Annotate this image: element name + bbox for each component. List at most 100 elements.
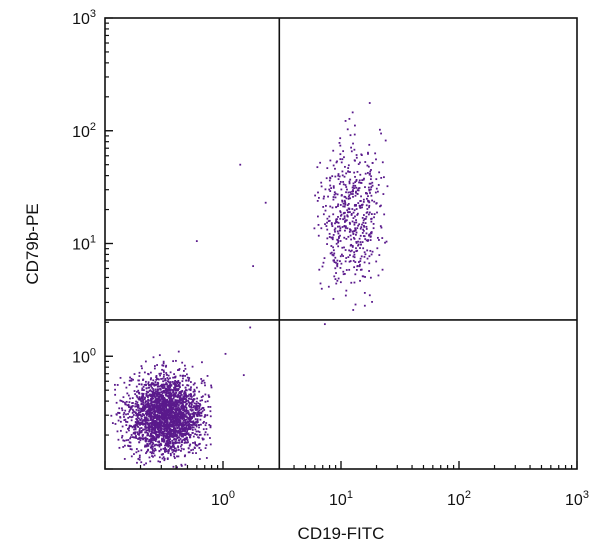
data-point: [195, 413, 198, 416]
data-point: [196, 408, 199, 411]
data-point: [371, 199, 374, 202]
data-point: [164, 393, 167, 396]
data-point: [170, 446, 172, 449]
data-point: [148, 425, 151, 427]
data-point: [373, 216, 375, 219]
data-point: [173, 446, 175, 448]
data-point: [157, 411, 159, 414]
data-point: [183, 370, 185, 372]
data-point: [331, 225, 334, 228]
data-point: [165, 373, 168, 376]
data-point: [332, 234, 335, 236]
data-point: [341, 199, 344, 202]
data-point: [337, 205, 339, 207]
data-point: [192, 399, 195, 402]
data-point: [185, 432, 188, 435]
data-point: [169, 430, 172, 433]
data-point: [376, 247, 379, 250]
data-point: [193, 390, 196, 393]
data-point: [174, 389, 177, 392]
data-point: [363, 251, 366, 254]
data-point: [346, 215, 349, 218]
data-point: [130, 448, 133, 451]
data-point: [385, 240, 388, 243]
data-point: [179, 411, 182, 414]
data-point: [154, 420, 157, 422]
data-point: [148, 423, 151, 426]
data-point: [347, 191, 350, 194]
data-point: [165, 364, 168, 367]
data-point: [158, 411, 161, 414]
data-point: [119, 429, 122, 432]
data-point: [365, 232, 368, 235]
data-point: [147, 423, 149, 426]
data-point: [153, 384, 156, 387]
data-point: [166, 441, 169, 443]
data-point: [156, 402, 159, 405]
data-point: [134, 427, 137, 429]
data-point: [171, 432, 173, 435]
data-point: [155, 443, 158, 446]
data-point: [117, 419, 120, 422]
data-point: [151, 437, 153, 440]
data-point: [168, 381, 171, 384]
data-point: [175, 400, 177, 403]
data-point: [183, 401, 186, 404]
data-point: [164, 377, 167, 380]
data-point: [137, 411, 140, 414]
data-point: [144, 444, 147, 447]
data-point: [368, 143, 371, 146]
data-point: [352, 189, 354, 191]
data-point: [325, 204, 327, 207]
data-point: [359, 263, 361, 266]
data-point: [200, 411, 203, 414]
data-point: [158, 450, 161, 453]
data-point: [192, 411, 195, 414]
data-point: [198, 434, 201, 436]
data-point: [363, 224, 365, 227]
data-point: [345, 197, 348, 200]
data-point: [336, 259, 339, 262]
data-point: [144, 404, 147, 407]
data-point: [148, 384, 150, 387]
data-point: [356, 170, 359, 173]
data-point: [161, 387, 164, 389]
data-point: [177, 379, 180, 382]
data-point: [152, 383, 154, 386]
data-point: [208, 395, 210, 398]
data-point: [188, 401, 190, 404]
data-point: [185, 412, 188, 415]
data-point: [342, 273, 345, 276]
data-point: [137, 405, 140, 407]
data-point: [326, 228, 329, 231]
data-point: [172, 406, 175, 409]
data-point: [188, 404, 190, 407]
data-point: [171, 448, 173, 451]
data-point: [154, 431, 157, 434]
data-point: [152, 423, 154, 425]
data-point: [133, 411, 136, 413]
data-point: [168, 405, 171, 408]
data-point: [145, 406, 148, 408]
data-point: [181, 389, 184, 392]
data-point: [143, 422, 146, 425]
data-point: [334, 167, 336, 170]
data-point: [157, 418, 160, 421]
data-point: [179, 438, 182, 440]
data-point: [146, 402, 149, 405]
data-point: [150, 446, 153, 449]
data-point: [145, 439, 148, 442]
data-point: [334, 256, 337, 259]
data-point: [167, 416, 170, 418]
data-point: [132, 378, 134, 381]
data-point: [169, 454, 172, 457]
data-point: [332, 246, 335, 249]
data-point: [203, 409, 206, 411]
data-point: [148, 386, 151, 389]
data-point: [128, 410, 131, 413]
data-point: [179, 402, 182, 405]
data-point: [148, 403, 150, 405]
data-point: [338, 235, 340, 238]
data-point: [183, 417, 185, 420]
data-point: [176, 388, 179, 391]
